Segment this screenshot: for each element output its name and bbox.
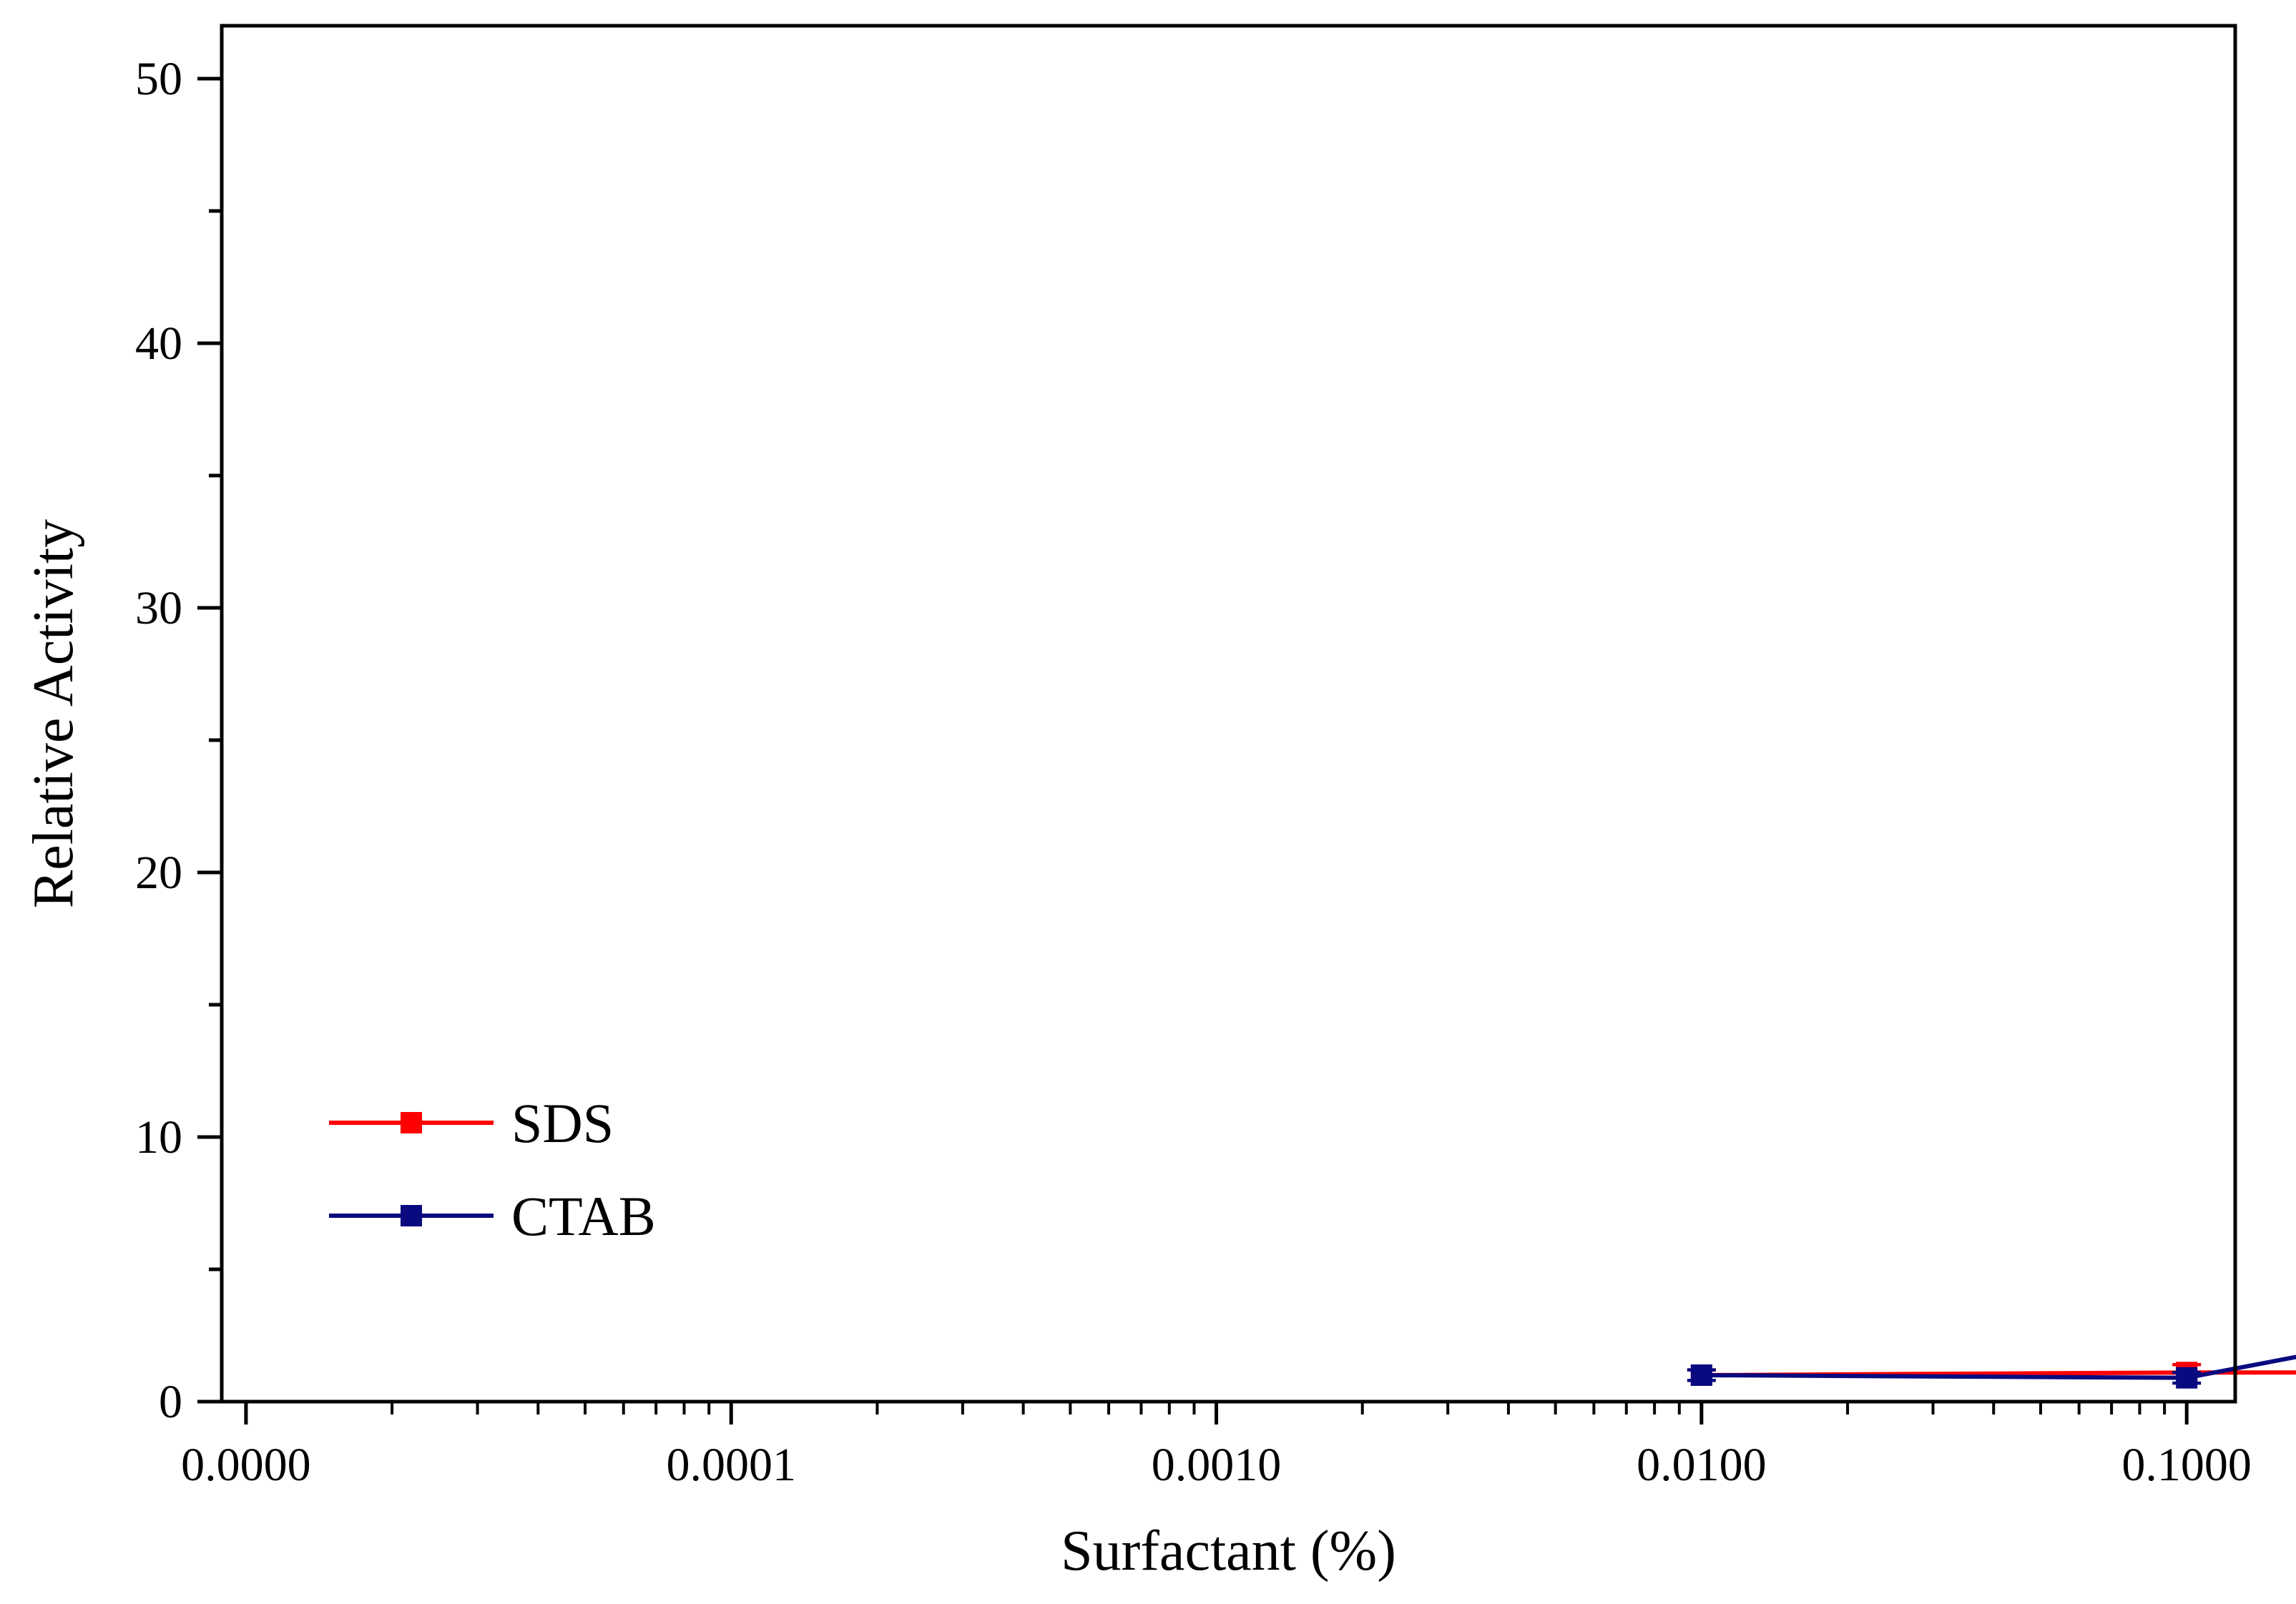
y-tick-label: 0 xyxy=(159,1376,182,1428)
sds-line xyxy=(1701,1370,2296,1377)
ctab-data-point xyxy=(1690,1364,1712,1386)
sds-series xyxy=(1687,1362,2296,1386)
x-axis-title: Surfactant (%) xyxy=(1061,1520,1396,1583)
legend-sds-label: SDS xyxy=(511,1092,614,1154)
y-tick-label: 20 xyxy=(135,847,182,899)
legend-sds-marker xyxy=(401,1112,422,1133)
plot-frame xyxy=(220,24,2237,1404)
legend-ctab-label: CTAB xyxy=(511,1185,656,1247)
legend-ctab-marker xyxy=(401,1205,422,1226)
x-tick-label: 0.1000 xyxy=(2121,1439,2252,1491)
y-tick-label: 50 xyxy=(135,53,182,105)
legend: SDS CTAB xyxy=(329,1092,656,1247)
y-tick-label: 10 xyxy=(135,1111,182,1163)
x-tick-label: 0.0000 xyxy=(181,1439,311,1491)
series-layer xyxy=(1687,1354,2296,1389)
y-tick-label: 40 xyxy=(135,318,182,370)
x-tick-label: 0.0001 xyxy=(666,1439,796,1491)
y-tick-label: 30 xyxy=(135,582,182,634)
x-tick-label: 0.0100 xyxy=(1637,1439,1767,1491)
ctab-line xyxy=(1701,1354,2296,1380)
x-tick-label: 0.0010 xyxy=(1152,1439,1282,1491)
ctab-series xyxy=(1687,1354,2296,1389)
y-axis: 0 10 20 30 40 50 xyxy=(135,53,222,1428)
ctab-data-point xyxy=(2176,1367,2198,1389)
y-axis-title: Relative Activity xyxy=(22,519,85,908)
